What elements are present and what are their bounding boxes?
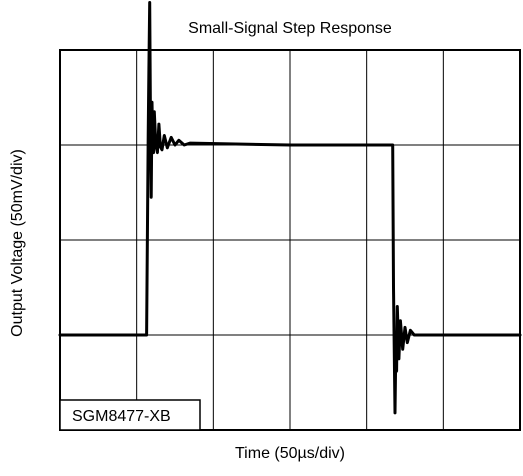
annotation-label: SGM8477-XB xyxy=(72,408,171,425)
chart-title: Small-Signal Step Response xyxy=(188,20,392,37)
plot-frame xyxy=(59,49,521,431)
x-axis-label: Time (50µs/div) xyxy=(235,445,345,462)
annotation-box xyxy=(59,399,201,431)
series-line xyxy=(58,1,522,415)
